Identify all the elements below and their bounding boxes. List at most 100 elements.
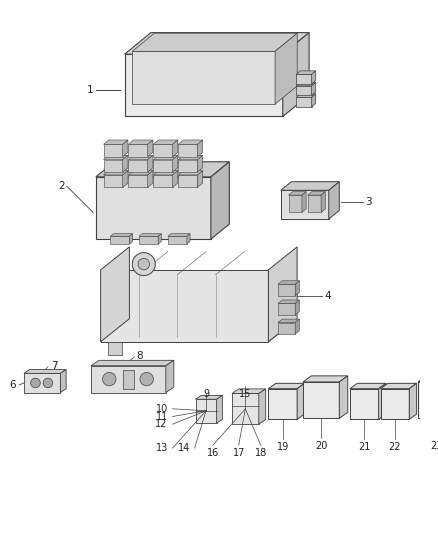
Polygon shape <box>350 383 386 389</box>
Polygon shape <box>283 33 309 117</box>
Text: 7: 7 <box>51 361 57 371</box>
Polygon shape <box>311 71 316 84</box>
Text: 15: 15 <box>239 389 251 399</box>
Polygon shape <box>295 281 300 296</box>
Polygon shape <box>321 192 325 212</box>
Polygon shape <box>101 270 268 342</box>
Polygon shape <box>178 159 198 172</box>
Polygon shape <box>24 374 60 392</box>
Polygon shape <box>129 233 133 244</box>
Polygon shape <box>153 144 173 157</box>
Polygon shape <box>195 399 217 423</box>
Polygon shape <box>296 74 311 84</box>
Polygon shape <box>307 195 321 212</box>
Text: 23: 23 <box>430 441 438 451</box>
Polygon shape <box>148 171 153 188</box>
Polygon shape <box>148 155 153 172</box>
Polygon shape <box>278 303 295 315</box>
Polygon shape <box>339 376 348 418</box>
Polygon shape <box>178 175 198 188</box>
Polygon shape <box>217 395 223 423</box>
Polygon shape <box>158 233 161 244</box>
Text: 3: 3 <box>365 197 372 207</box>
Polygon shape <box>268 383 304 389</box>
Polygon shape <box>103 159 123 172</box>
Polygon shape <box>259 389 266 424</box>
Polygon shape <box>295 300 300 315</box>
Text: 12: 12 <box>155 419 168 429</box>
Polygon shape <box>296 83 316 86</box>
Polygon shape <box>96 162 230 177</box>
Polygon shape <box>139 233 161 236</box>
Polygon shape <box>128 144 148 157</box>
Polygon shape <box>103 171 128 175</box>
Polygon shape <box>132 33 297 51</box>
Polygon shape <box>173 171 178 188</box>
Polygon shape <box>91 366 166 392</box>
Polygon shape <box>103 175 123 188</box>
Text: 16: 16 <box>207 448 219 458</box>
Polygon shape <box>103 144 123 157</box>
Polygon shape <box>281 190 329 219</box>
Polygon shape <box>418 376 438 382</box>
Text: 13: 13 <box>155 443 168 453</box>
Polygon shape <box>268 247 297 342</box>
Polygon shape <box>148 140 153 157</box>
Polygon shape <box>232 393 259 424</box>
Polygon shape <box>232 389 266 393</box>
Polygon shape <box>198 155 203 172</box>
Polygon shape <box>108 342 122 355</box>
Polygon shape <box>124 54 283 117</box>
Polygon shape <box>329 182 339 219</box>
Text: 18: 18 <box>254 448 267 458</box>
Polygon shape <box>103 140 128 144</box>
Text: 9: 9 <box>203 390 209 399</box>
Polygon shape <box>168 233 190 236</box>
Polygon shape <box>128 175 148 188</box>
Polygon shape <box>168 236 187 244</box>
Polygon shape <box>153 171 178 175</box>
Polygon shape <box>289 192 306 195</box>
Polygon shape <box>128 159 148 172</box>
Polygon shape <box>128 171 153 175</box>
Text: 11: 11 <box>155 411 168 422</box>
Circle shape <box>140 373 153 386</box>
Polygon shape <box>350 389 378 419</box>
Text: 19: 19 <box>277 442 289 453</box>
Polygon shape <box>409 383 417 419</box>
Polygon shape <box>123 140 128 157</box>
Polygon shape <box>296 86 311 95</box>
Polygon shape <box>295 319 300 334</box>
Polygon shape <box>278 300 300 303</box>
Polygon shape <box>173 155 178 172</box>
Polygon shape <box>195 395 223 399</box>
Polygon shape <box>96 177 211 239</box>
Text: 22: 22 <box>389 442 401 453</box>
Text: 2: 2 <box>59 181 65 191</box>
Polygon shape <box>153 140 178 144</box>
Polygon shape <box>153 155 178 159</box>
Polygon shape <box>418 382 438 418</box>
Text: 17: 17 <box>233 448 245 458</box>
Polygon shape <box>101 247 129 342</box>
Polygon shape <box>187 233 190 244</box>
Polygon shape <box>24 369 66 374</box>
FancyBboxPatch shape <box>123 369 134 389</box>
Polygon shape <box>302 192 306 212</box>
Text: 4: 4 <box>324 290 331 301</box>
Polygon shape <box>297 383 304 419</box>
Polygon shape <box>178 155 203 159</box>
Polygon shape <box>278 322 295 334</box>
Polygon shape <box>110 236 129 244</box>
Polygon shape <box>124 33 309 54</box>
Polygon shape <box>153 159 173 172</box>
Text: 20: 20 <box>315 441 327 451</box>
Polygon shape <box>139 236 158 244</box>
Polygon shape <box>91 360 174 366</box>
Circle shape <box>43 378 53 387</box>
Polygon shape <box>110 233 133 236</box>
Polygon shape <box>281 182 339 190</box>
Polygon shape <box>211 162 230 239</box>
Polygon shape <box>378 383 386 419</box>
Text: 1: 1 <box>87 85 94 95</box>
